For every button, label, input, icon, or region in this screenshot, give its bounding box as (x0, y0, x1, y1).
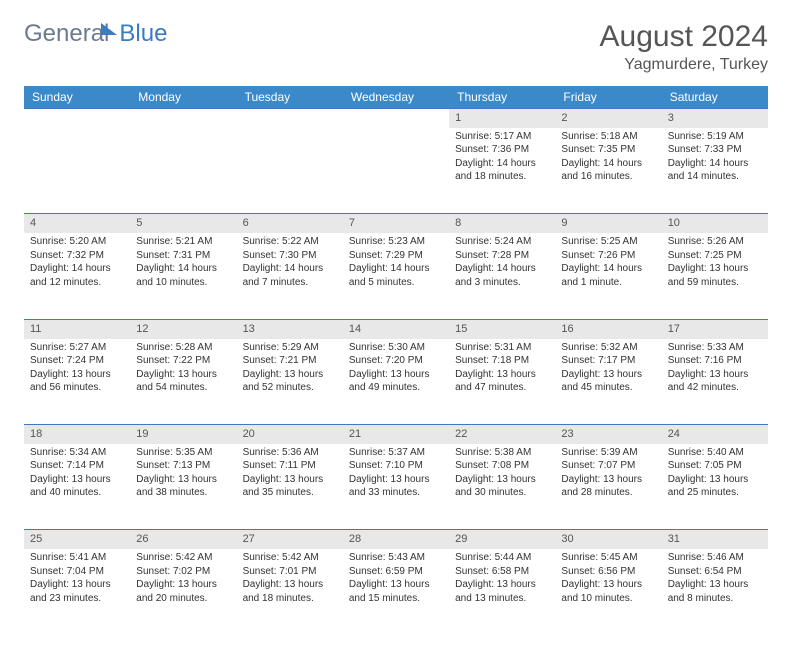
day-info-cell (237, 128, 343, 214)
day-info-cell: Sunrise: 5:30 AMSunset: 7:20 PMDaylight:… (343, 339, 449, 425)
day-info-cell: Sunrise: 5:42 AMSunset: 7:01 PMDaylight:… (237, 549, 343, 635)
day-info-cell: Sunrise: 5:22 AMSunset: 7:30 PMDaylight:… (237, 233, 343, 319)
day-info-cell: Sunrise: 5:34 AMSunset: 7:14 PMDaylight:… (24, 444, 130, 530)
logo-part1: General (24, 20, 109, 48)
calendar-table: SundayMondayTuesdayWednesdayThursdayFrid… (24, 86, 768, 635)
month-title: August 2024 (600, 20, 768, 54)
day-number-cell: 18 (24, 425, 130, 444)
day-info-cell: Sunrise: 5:46 AMSunset: 6:54 PMDaylight:… (662, 549, 768, 635)
day-info-cell: Sunrise: 5:24 AMSunset: 7:28 PMDaylight:… (449, 233, 555, 319)
day-info-cell: Sunrise: 5:28 AMSunset: 7:22 PMDaylight:… (130, 339, 236, 425)
day-number-cell: 23 (555, 425, 661, 444)
day-info-cell (343, 128, 449, 214)
day-number-cell: 24 (662, 425, 768, 444)
day-number-row: 123 (24, 109, 768, 128)
day-number-row: 25262728293031 (24, 530, 768, 549)
day-info-cell: Sunrise: 5:23 AMSunset: 7:29 PMDaylight:… (343, 233, 449, 319)
day-number-cell: 4 (24, 214, 130, 233)
day-number-cell: 22 (449, 425, 555, 444)
day-info-cell: Sunrise: 5:45 AMSunset: 6:56 PMDaylight:… (555, 549, 661, 635)
day-info-cell: Sunrise: 5:42 AMSunset: 7:02 PMDaylight:… (130, 549, 236, 635)
day-number-cell: 2 (555, 109, 661, 128)
day-number-cell: 13 (237, 319, 343, 338)
day-number-cell: 12 (130, 319, 236, 338)
day-info-cell: Sunrise: 5:41 AMSunset: 7:04 PMDaylight:… (24, 549, 130, 635)
day-info-cell: Sunrise: 5:19 AMSunset: 7:33 PMDaylight:… (662, 128, 768, 214)
day-info-cell: Sunrise: 5:26 AMSunset: 7:25 PMDaylight:… (662, 233, 768, 319)
day-number-cell: 7 (343, 214, 449, 233)
day-number-cell: 1 (449, 109, 555, 128)
day-info-cell: Sunrise: 5:44 AMSunset: 6:58 PMDaylight:… (449, 549, 555, 635)
day-info-cell (130, 128, 236, 214)
day-number-cell: 17 (662, 319, 768, 338)
day-number-cell: 25 (24, 530, 130, 549)
day-info-cell: Sunrise: 5:38 AMSunset: 7:08 PMDaylight:… (449, 444, 555, 530)
day-number-cell: 14 (343, 319, 449, 338)
day-number-cell: 11 (24, 319, 130, 338)
logo: General Blue (24, 20, 167, 48)
day-info-cell: Sunrise: 5:33 AMSunset: 7:16 PMDaylight:… (662, 339, 768, 425)
location: Yagmurdere, Turkey (600, 56, 768, 74)
day-info-cell: Sunrise: 5:17 AMSunset: 7:36 PMDaylight:… (449, 128, 555, 214)
day-info-cell: Sunrise: 5:43 AMSunset: 6:59 PMDaylight:… (343, 549, 449, 635)
day-info-cell: Sunrise: 5:32 AMSunset: 7:17 PMDaylight:… (555, 339, 661, 425)
day-info-row: Sunrise: 5:41 AMSunset: 7:04 PMDaylight:… (24, 549, 768, 635)
day-info-cell (24, 128, 130, 214)
day-number-cell: 21 (343, 425, 449, 444)
day-info-cell: Sunrise: 5:36 AMSunset: 7:11 PMDaylight:… (237, 444, 343, 530)
weekday-header: Saturday (662, 86, 768, 109)
day-info-cell: Sunrise: 5:29 AMSunset: 7:21 PMDaylight:… (237, 339, 343, 425)
day-number-cell: 6 (237, 214, 343, 233)
day-info-cell: Sunrise: 5:37 AMSunset: 7:10 PMDaylight:… (343, 444, 449, 530)
weekday-header: Friday (555, 86, 661, 109)
day-number-cell: 31 (662, 530, 768, 549)
day-number-cell: 28 (343, 530, 449, 549)
day-number-cell: 20 (237, 425, 343, 444)
day-info-cell: Sunrise: 5:31 AMSunset: 7:18 PMDaylight:… (449, 339, 555, 425)
day-number-cell (237, 109, 343, 128)
day-number-cell: 9 (555, 214, 661, 233)
logo-triangle-icon (101, 23, 117, 35)
logo-part2: Blue (119, 20, 167, 48)
page-header: General Blue August 2024 Yagmurdere, Tur… (24, 20, 768, 74)
day-number-cell: 16 (555, 319, 661, 338)
day-number-row: 11121314151617 (24, 319, 768, 338)
day-info-cell: Sunrise: 5:20 AMSunset: 7:32 PMDaylight:… (24, 233, 130, 319)
day-number-cell: 3 (662, 109, 768, 128)
day-info-cell: Sunrise: 5:21 AMSunset: 7:31 PMDaylight:… (130, 233, 236, 319)
day-info-cell: Sunrise: 5:18 AMSunset: 7:35 PMDaylight:… (555, 128, 661, 214)
day-info-row: Sunrise: 5:27 AMSunset: 7:24 PMDaylight:… (24, 339, 768, 425)
day-number-cell: 27 (237, 530, 343, 549)
day-info-cell: Sunrise: 5:27 AMSunset: 7:24 PMDaylight:… (24, 339, 130, 425)
weekday-header: Tuesday (237, 86, 343, 109)
day-number-cell: 8 (449, 214, 555, 233)
day-number-cell: 29 (449, 530, 555, 549)
weekday-header-row: SundayMondayTuesdayWednesdayThursdayFrid… (24, 86, 768, 109)
day-number-row: 18192021222324 (24, 425, 768, 444)
day-info-cell: Sunrise: 5:40 AMSunset: 7:05 PMDaylight:… (662, 444, 768, 530)
day-info-row: Sunrise: 5:34 AMSunset: 7:14 PMDaylight:… (24, 444, 768, 530)
day-info-cell: Sunrise: 5:39 AMSunset: 7:07 PMDaylight:… (555, 444, 661, 530)
day-number-cell: 10 (662, 214, 768, 233)
day-number-cell: 19 (130, 425, 236, 444)
weekday-header: Sunday (24, 86, 130, 109)
day-number-cell (343, 109, 449, 128)
day-number-cell (130, 109, 236, 128)
day-info-cell: Sunrise: 5:25 AMSunset: 7:26 PMDaylight:… (555, 233, 661, 319)
title-block: August 2024 Yagmurdere, Turkey (600, 20, 768, 74)
day-info-cell: Sunrise: 5:35 AMSunset: 7:13 PMDaylight:… (130, 444, 236, 530)
day-number-cell: 15 (449, 319, 555, 338)
day-info-row: Sunrise: 5:17 AMSunset: 7:36 PMDaylight:… (24, 128, 768, 214)
weekday-header: Wednesday (343, 86, 449, 109)
day-number-cell: 30 (555, 530, 661, 549)
day-number-cell: 26 (130, 530, 236, 549)
day-number-row: 45678910 (24, 214, 768, 233)
weekday-header: Thursday (449, 86, 555, 109)
weekday-header: Monday (130, 86, 236, 109)
day-info-row: Sunrise: 5:20 AMSunset: 7:32 PMDaylight:… (24, 233, 768, 319)
day-number-cell: 5 (130, 214, 236, 233)
day-number-cell (24, 109, 130, 128)
